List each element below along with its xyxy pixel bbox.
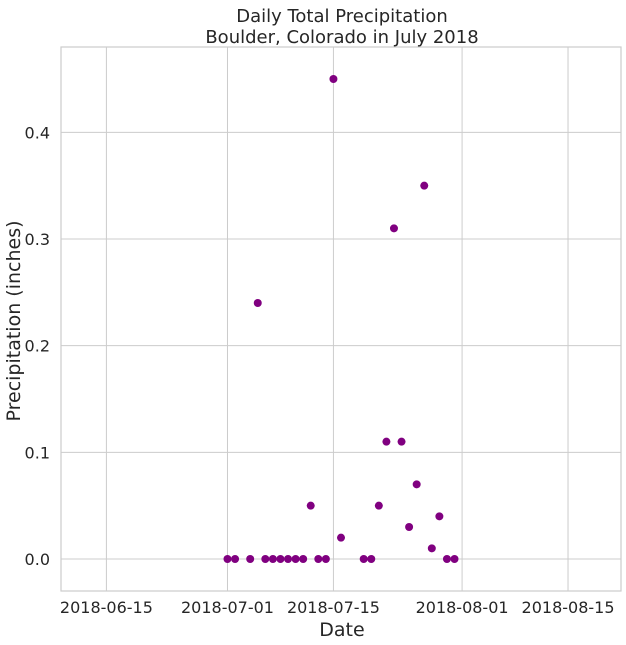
chart-subtitle: Boulder, Colorado in July 2018 xyxy=(205,27,478,48)
data-point xyxy=(268,555,277,563)
data-points xyxy=(223,75,459,563)
data-point xyxy=(284,555,293,563)
x-tick-label: 2018-08-15 xyxy=(522,598,615,617)
data-point xyxy=(306,501,315,510)
grid-lines xyxy=(61,47,621,591)
plot-frame xyxy=(60,46,622,592)
data-point xyxy=(382,437,391,446)
x-axis-label: Date xyxy=(319,619,364,641)
data-point xyxy=(405,523,414,531)
y-tick-label: 0.1 xyxy=(25,443,50,462)
data-point xyxy=(397,437,406,446)
x-tick-labels: 2018-06-15 2018-07-01 2018-07-15 2018-08-01… xyxy=(60,598,615,617)
data-point xyxy=(374,501,383,510)
data-point xyxy=(223,555,232,563)
y-tick-label: 0.0 xyxy=(25,550,50,569)
data-point xyxy=(389,224,398,233)
data-point xyxy=(299,555,308,563)
data-point xyxy=(359,555,368,563)
data-point xyxy=(314,555,323,563)
data-point xyxy=(291,555,300,563)
data-point xyxy=(337,533,345,542)
x-tick-label: 2018-07-01 xyxy=(181,598,274,617)
y-tick-label: 0.4 xyxy=(25,123,50,142)
data-point xyxy=(261,555,270,563)
data-point xyxy=(367,555,376,563)
y-tick-label: 0.3 xyxy=(25,230,50,249)
data-point xyxy=(276,555,285,563)
y-tick-labels: 0.0 0.1 0.2 0.3 0.4 xyxy=(25,123,50,569)
data-point xyxy=(321,555,330,563)
data-point xyxy=(412,480,421,489)
data-point xyxy=(246,555,255,563)
data-point xyxy=(329,75,338,83)
x-tick-label: 2018-06-15 xyxy=(60,598,153,617)
x-tick-label: 2018-07-15 xyxy=(287,598,380,617)
x-tick-label: 2018-08-01 xyxy=(416,598,509,617)
data-point xyxy=(435,512,444,521)
data-point xyxy=(253,299,262,307)
chart-title: Daily Total Precipitation xyxy=(236,6,448,27)
data-point xyxy=(442,555,451,563)
y-axis-label: Precipitation (inches) xyxy=(3,220,25,421)
data-point xyxy=(420,181,429,190)
data-point xyxy=(427,544,436,553)
data-point xyxy=(450,555,459,563)
y-tick-label: 0.2 xyxy=(25,337,50,356)
data-point xyxy=(231,555,240,563)
